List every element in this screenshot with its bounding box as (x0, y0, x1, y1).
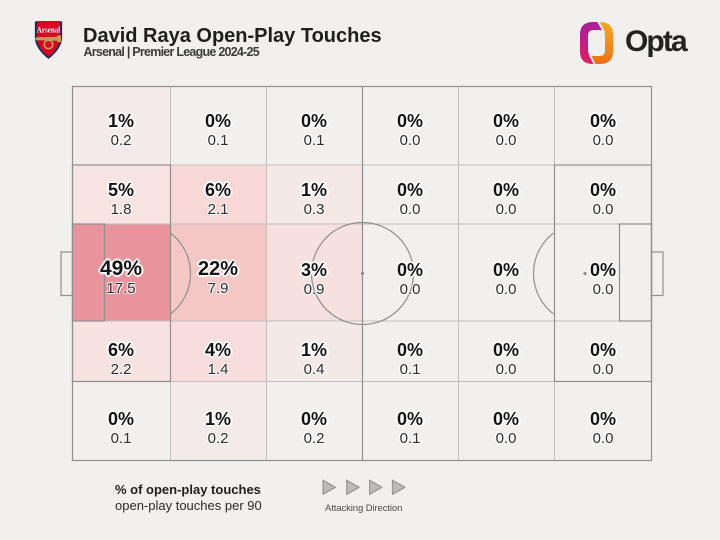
svg-text:Arsenal: Arsenal (37, 24, 61, 34)
